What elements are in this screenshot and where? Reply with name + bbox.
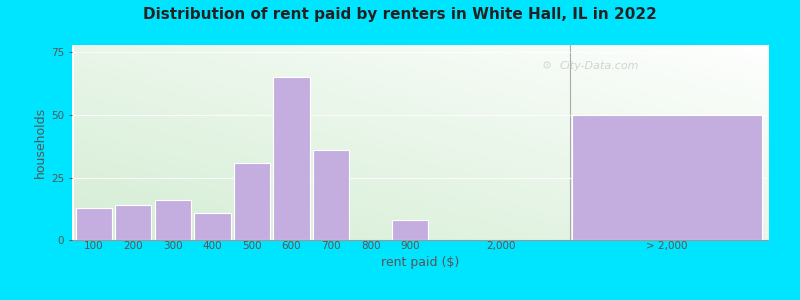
- Text: ⚙: ⚙: [542, 61, 552, 70]
- Text: Distribution of rent paid by renters in White Hall, IL in 2022: Distribution of rent paid by renters in …: [143, 8, 657, 22]
- Bar: [234, 163, 270, 240]
- Bar: [274, 77, 310, 240]
- Text: City-Data.com: City-Data.com: [559, 61, 638, 70]
- Y-axis label: households: households: [34, 107, 47, 178]
- Bar: [115, 205, 151, 240]
- Bar: [313, 150, 350, 240]
- Bar: [392, 220, 428, 240]
- Bar: [75, 208, 112, 240]
- X-axis label: rent paid ($): rent paid ($): [381, 256, 459, 268]
- Bar: [572, 115, 762, 240]
- Bar: [154, 200, 191, 240]
- Bar: [194, 212, 230, 240]
